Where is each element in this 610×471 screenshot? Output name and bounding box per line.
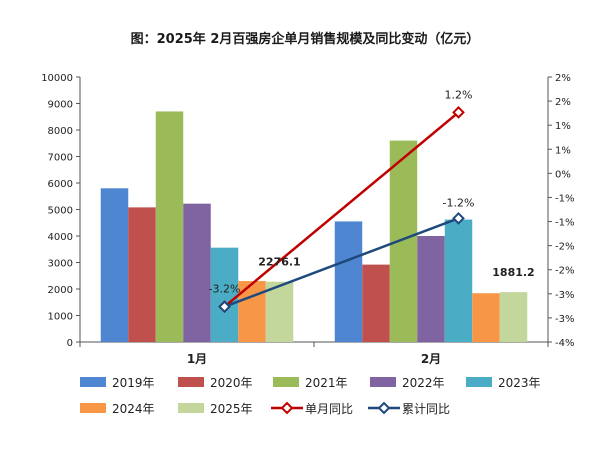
legend-label: 2019年	[112, 376, 155, 390]
chart-title: 图：2025年 2月百强房企单月销售规模及同比变动（亿元）	[131, 31, 480, 47]
y-left-tick-label: 9000	[48, 100, 73, 111]
legend-label: 2020年	[210, 376, 253, 390]
legend-label: 2021年	[305, 376, 348, 390]
bar	[389, 140, 418, 342]
cumulative-yoy-label: -1.2%	[443, 196, 475, 209]
y-right-tick-label: -3%	[555, 290, 574, 301]
monthly-yoy-label: -3.2%	[209, 283, 241, 296]
legend-label: 2022年	[402, 376, 445, 390]
y-left-tick-label: 5000	[48, 206, 73, 217]
y-right-tick-label: -1%	[555, 193, 574, 204]
y-left-tick-label: 8000	[48, 126, 73, 137]
y-left-tick-label: 2000	[48, 285, 73, 296]
legend-swatch	[466, 377, 492, 387]
bar	[155, 111, 184, 342]
data-labels-group: 2276.1 1881.2 -3.2% 1.2% -1.2%	[209, 88, 535, 295]
line-point-marker	[452, 105, 465, 119]
x-category-label: 1月	[187, 352, 207, 366]
line-series-group	[218, 105, 465, 314]
bar	[100, 188, 129, 342]
legend-label: 累计同比	[402, 402, 450, 416]
line-point-marker	[218, 300, 231, 314]
y-right-tick-label: 1%	[555, 145, 571, 156]
legend-marker	[377, 401, 391, 415]
bar	[238, 281, 266, 342]
y-right-tick-label: -1%	[555, 218, 574, 229]
x-category-label: 2月	[421, 352, 441, 366]
bar	[128, 207, 156, 342]
legend: 2019年 2020年 2021年 2022年 2023年 2024年 2025年 单月同比 累…	[80, 376, 541, 416]
legend-label: 2024年	[112, 402, 155, 416]
bar	[362, 264, 390, 342]
series-line	[223, 111, 460, 308]
line-point-marker	[452, 211, 465, 225]
legend-label: 2025年	[210, 402, 253, 416]
y-left-tick-label: 1000	[48, 312, 73, 323]
y-right-tick-label: 0%	[555, 169, 571, 180]
y-left-tick-label: 10000	[41, 73, 73, 84]
y-left-tick-label: 3000	[48, 259, 73, 270]
bar	[265, 281, 294, 342]
y-right-tick-label: -2%	[555, 266, 574, 277]
bar	[417, 236, 445, 342]
monthly-yoy-label: 1.2%	[445, 88, 473, 101]
legend-swatch	[273, 377, 299, 387]
legend-swatch	[370, 377, 396, 387]
y-right-tick-label: 2%	[555, 73, 571, 84]
bar-data-label: 1881.2	[492, 266, 534, 279]
legend-marker	[280, 401, 294, 415]
bar	[444, 219, 473, 342]
y-right-tick-label: 1%	[555, 121, 571, 132]
bar	[334, 221, 363, 342]
series-line	[224, 217, 459, 308]
legend-swatch	[80, 403, 106, 413]
axes: 0 1000 2000 3000 4000 5000 6000 7000 8000 9000 100…	[41, 73, 574, 366]
legend-label: 单月同比	[305, 402, 353, 416]
y-right-tick-label: 2%	[555, 97, 571, 108]
bar	[499, 292, 528, 342]
bar	[472, 293, 500, 342]
bar-data-label: 2276.1	[258, 256, 300, 269]
y-right-tick-label: -4%	[555, 338, 574, 349]
y-left-tick-label: 6000	[48, 179, 73, 190]
legend-swatch	[178, 403, 204, 413]
watermark: 搜狐号@搜狐焦点湖南站	[442, 448, 596, 464]
legend-swatch	[178, 377, 204, 387]
y-right-tick-label: -2%	[555, 242, 574, 253]
bar	[210, 247, 239, 342]
y-left-tick-label: 7000	[48, 153, 73, 164]
y-left-tick-label: 0	[67, 338, 73, 349]
legend-label: 2023年	[498, 376, 541, 390]
y-right-tick-label: -3%	[555, 314, 574, 325]
bar-series-group	[100, 111, 528, 342]
legend-swatch	[80, 377, 106, 387]
bar	[183, 203, 211, 342]
y-left-tick-label: 4000	[48, 232, 73, 243]
